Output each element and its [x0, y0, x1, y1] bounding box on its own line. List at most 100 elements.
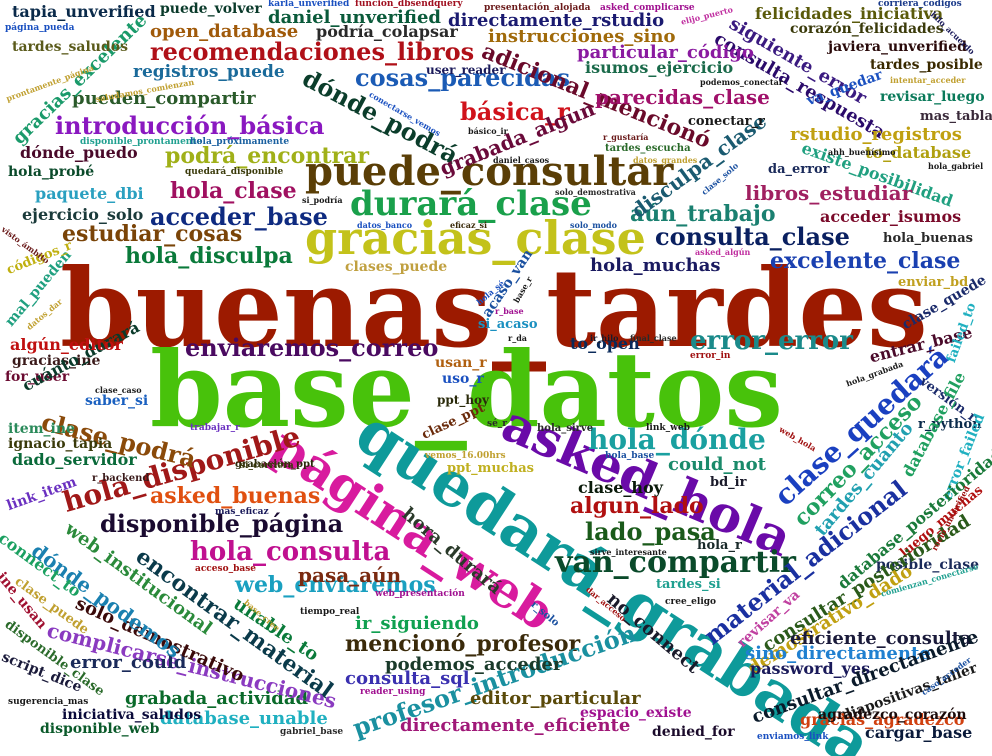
word: clases_puede	[345, 259, 448, 275]
word: item_ine	[8, 421, 75, 437]
word: daniel_unverified	[268, 7, 441, 28]
word: algun_lado	[570, 493, 704, 519]
word: podrá_encontrar	[165, 143, 369, 169]
word: datos_banco	[357, 220, 413, 230]
word: mas_tabla	[920, 109, 992, 124]
word: hola_base	[605, 451, 655, 461]
word: grabada_actividad	[125, 688, 309, 709]
word: ppt_hoy	[437, 393, 490, 407]
word: cargar_base	[865, 723, 973, 742]
word: rstudio_registros	[790, 124, 962, 145]
word: podría_colapsar	[316, 22, 458, 41]
word: for_user	[5, 369, 70, 385]
word: acceso_base	[195, 564, 257, 574]
word: clase_hoy	[578, 478, 663, 497]
word: ir_siguiendo	[355, 613, 479, 634]
word: presentación_alojada	[484, 3, 591, 13]
word: final_clase	[630, 333, 677, 343]
word: hola_próximamente	[190, 137, 290, 147]
word: acceder_base	[150, 202, 328, 231]
word: parecidas_clase	[595, 85, 770, 109]
word: enviaremos_correo	[185, 333, 439, 362]
word: to_open	[570, 334, 640, 353]
word: conectar_r	[688, 114, 765, 129]
word: intentar_acceder	[890, 75, 966, 85]
word: javiera_unverified	[828, 39, 967, 55]
word: daniel_casos	[493, 155, 550, 165]
word: consulta_clase	[655, 222, 850, 251]
word: podemos_conectar	[700, 77, 783, 87]
word: trabajar_r	[190, 423, 240, 433]
word: cosas_parecidas	[355, 63, 571, 92]
word: función_dbsendquery	[355, 0, 463, 9]
word: podemos_acceder	[385, 654, 563, 675]
word: puede_volver	[160, 1, 262, 17]
word: enviar_bd	[898, 275, 969, 290]
word: r_python	[918, 417, 982, 432]
word: buenas_tardes	[60, 246, 928, 372]
word: dónde_puedo	[20, 143, 138, 162]
word: uso_r	[442, 371, 484, 387]
word: base_datos	[150, 328, 783, 451]
word: posible_clase	[876, 557, 980, 573]
word: corazón_felicidades	[790, 21, 944, 37]
word: mencionó_profesor	[345, 631, 581, 657]
word: hola_disculpa	[125, 243, 293, 269]
word: datos_grandes	[633, 155, 698, 165]
word: asked_buenas	[150, 483, 321, 509]
word: eficiente_consulta	[790, 628, 972, 649]
word: gracias_agradezco	[800, 710, 965, 729]
word: tapia_unverified	[12, 2, 156, 21]
word: si_podría	[302, 195, 343, 205]
word: tiempo_real	[300, 607, 360, 617]
word: hola_r	[697, 538, 742, 553]
word: gracias_clase	[305, 211, 646, 265]
word: hola_dónde	[588, 423, 766, 456]
word: algún_editor	[10, 335, 123, 354]
word: karla_unverified	[268, 0, 350, 9]
word: quedará_disponible	[185, 167, 284, 177]
word: hola_buenas	[883, 231, 973, 246]
word: da_error	[768, 162, 830, 177]
word: enviamos_link	[757, 732, 829, 742]
word: saber_si	[85, 393, 149, 409]
word: durará_clase	[350, 184, 592, 224]
word: hola_muchas	[590, 255, 721, 276]
word: vemos_16.00hrs	[425, 451, 506, 461]
word: clase_caso	[95, 385, 142, 395]
word: iniciativa_saludos	[62, 707, 202, 723]
word: ir_hilo	[590, 333, 619, 343]
word: básico_ir	[468, 126, 508, 136]
word: tardes_posible	[870, 57, 983, 73]
word: could_not	[668, 454, 766, 475]
word: r_backend	[92, 473, 150, 484]
word: aún_trabajo	[630, 201, 776, 227]
word: hola_probé	[8, 164, 95, 180]
word: paquete_dbi	[35, 184, 144, 203]
word: error_could	[70, 652, 187, 673]
word: sugerencia_mas	[8, 697, 89, 707]
word: gracias_ine	[12, 353, 101, 369]
word: r_gustaría	[603, 132, 649, 142]
word: database_unable	[160, 708, 328, 729]
word: sé_r	[487, 419, 508, 429]
word: error_error	[690, 326, 853, 356]
word: agradezco_corazón	[818, 707, 967, 723]
word: reader_using	[360, 687, 426, 697]
word: hola_sirve	[537, 423, 594, 434]
word: mas_eficaz	[215, 507, 269, 517]
word: disponible_prontamente	[80, 137, 203, 147]
word: consulta_sql	[345, 668, 470, 689]
word: hola_consulta	[190, 537, 391, 567]
word: denied_for	[652, 724, 735, 740]
word: estudiar_cosas	[62, 221, 243, 247]
word: eficaz_si	[450, 220, 488, 230]
word: ejercicio_solo	[22, 205, 144, 224]
word: dado_servidor	[12, 450, 137, 469]
word: password_yes	[750, 659, 871, 678]
word: ppt_muchas	[447, 461, 535, 476]
word: solo_modo	[570, 220, 617, 230]
word: si_corriera	[240, 461, 294, 471]
word: introducción_básica	[55, 111, 325, 140]
